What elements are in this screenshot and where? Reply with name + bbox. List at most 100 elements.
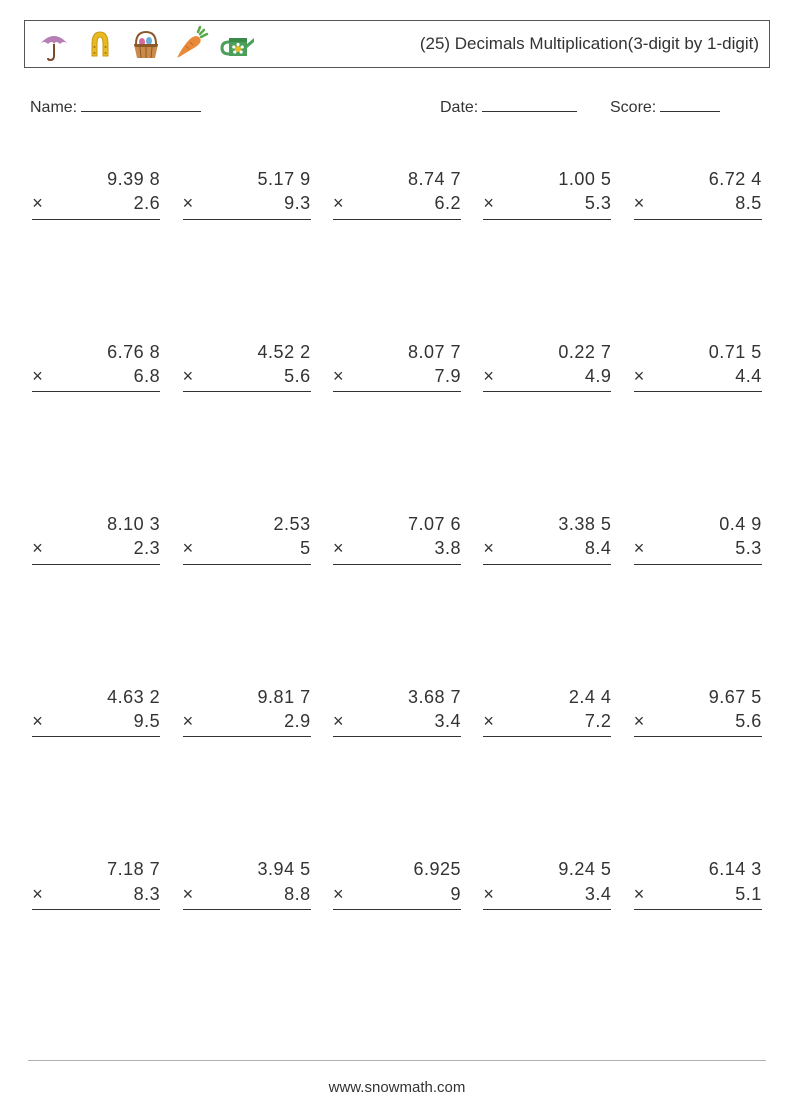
multiplicand: 3.68 7 [351,685,461,709]
name-label: Name: [30,99,77,116]
problem-bottom-row: ×8.3 [32,882,160,906]
multiplicand: 3.94 5 [201,857,311,881]
problem-rule [333,735,461,737]
problem-top-row: 9.39 8 [32,167,160,191]
multiplier: 9 [351,882,461,906]
multiplicand: 6.14 3 [652,857,762,881]
problem: 2.4 4×7.2 [483,685,611,738]
operator: × [183,882,201,906]
problem-rule [183,908,311,910]
problem: 5.17 9×9.3 [183,167,311,220]
multiplicand: 0.4 9 [652,512,762,536]
problem: 8.07 7×7.9 [333,340,461,393]
problem: 3.68 7×3.4 [333,685,461,738]
problem-rule [32,735,160,737]
worksheet-title: (25) Decimals Multiplication(3-digit by … [420,34,759,54]
problem-top-row: 9.81 7 [183,685,311,709]
multiplicand: 4.52 2 [201,340,311,364]
multiplicand: 2.4 4 [501,685,611,709]
multiplicand: 0.22 7 [501,340,611,364]
name-field: Name: [30,96,440,117]
date-label: Date: [440,99,478,116]
multiplier: 8.8 [201,882,311,906]
multiplicand: 9.81 7 [201,685,311,709]
problem: 8.10 3×2.3 [32,512,160,565]
multiplicand: 7.18 7 [50,857,160,881]
problem: 9.67 5×5.6 [634,685,762,738]
multiplier: 7.9 [351,364,461,388]
problem-rule [634,218,762,220]
multiplicand: 8.74 7 [351,167,461,191]
problem-top-row: 2.53 [183,512,311,536]
multiplicand: 9.67 5 [652,685,762,709]
problem-top-row: 4.63 2 [32,685,160,709]
problem-top-row: 7.07 6 [333,512,461,536]
multiplier: 5 [201,536,311,560]
problem-top-row: 6.925 [333,857,461,881]
problem-bottom-row: ×3.4 [333,709,461,733]
problem-bottom-row: ×2.6 [32,191,160,215]
multiplier: 9.3 [201,191,311,215]
operator: × [634,882,652,906]
problem-top-row: 8.74 7 [333,167,461,191]
problem-bottom-row: ×5.1 [634,882,762,906]
problem-bottom-row: ×5.6 [183,364,311,388]
multiplicand: 8.10 3 [50,512,160,536]
problem-rule [483,563,611,565]
problem-top-row: 1.00 5 [483,167,611,191]
problem-top-row: 6.72 4 [634,167,762,191]
problem-bottom-row: ×2.9 [183,709,311,733]
multiplier: 7.2 [501,709,611,733]
operator: × [333,709,351,733]
multiplicand: 3.38 5 [501,512,611,536]
operator: × [32,536,50,560]
problem-top-row: 7.18 7 [32,857,160,881]
problem: 0.71 5×4.4 [634,340,762,393]
operator: × [483,364,501,388]
problem-bottom-row: ×5.3 [483,191,611,215]
problem-rule [483,908,611,910]
problem-top-row: 9.24 5 [483,857,611,881]
problem-rule [333,563,461,565]
problem: 2.53×5 [183,512,311,565]
umbrella-icon [35,25,73,63]
problem-top-row: 2.4 4 [483,685,611,709]
operator: × [483,709,501,733]
operator: × [333,364,351,388]
problem-bottom-row: ×5.6 [634,709,762,733]
carrot-icon [173,25,211,63]
problem-rule [333,908,461,910]
multiplicand: 1.00 5 [501,167,611,191]
operator: × [333,536,351,560]
multiplier: 5.3 [652,536,762,560]
operator: × [32,364,50,388]
multiplier: 8.3 [50,882,160,906]
problem-rule [183,390,311,392]
problem: 0.22 7×4.9 [483,340,611,393]
problem-rule [634,908,762,910]
problem-bottom-row: ×3.4 [483,882,611,906]
problem: 6.72 4×8.5 [634,167,762,220]
operator: × [32,191,50,215]
info-line: Name: Date: Score: [24,96,770,117]
problem: 7.18 7×8.3 [32,857,160,910]
problem-top-row: 9.67 5 [634,685,762,709]
score-underline [660,96,720,112]
problem-bottom-row: ×6.2 [333,191,461,215]
operator: × [483,191,501,215]
problem: 9.39 8×2.6 [32,167,160,220]
multiplicand: 6.76 8 [50,340,160,364]
multiplier: 5.3 [501,191,611,215]
header-bar: (25) Decimals Multiplication(3-digit by … [24,20,770,68]
problems-grid: 9.39 8×2.65.17 9×9.38.74 7×6.21.00 5×5.3… [24,167,770,910]
multiplier: 3.8 [351,536,461,560]
multiplier: 2.3 [50,536,160,560]
multiplier: 5.6 [201,364,311,388]
problem-rule [183,735,311,737]
problem-top-row: 0.4 9 [634,512,762,536]
problem-top-row: 8.07 7 [333,340,461,364]
problem-top-row: 4.52 2 [183,340,311,364]
operator: × [333,191,351,215]
multiplicand: 2.53 [201,512,311,536]
multiplier: 3.4 [501,882,611,906]
